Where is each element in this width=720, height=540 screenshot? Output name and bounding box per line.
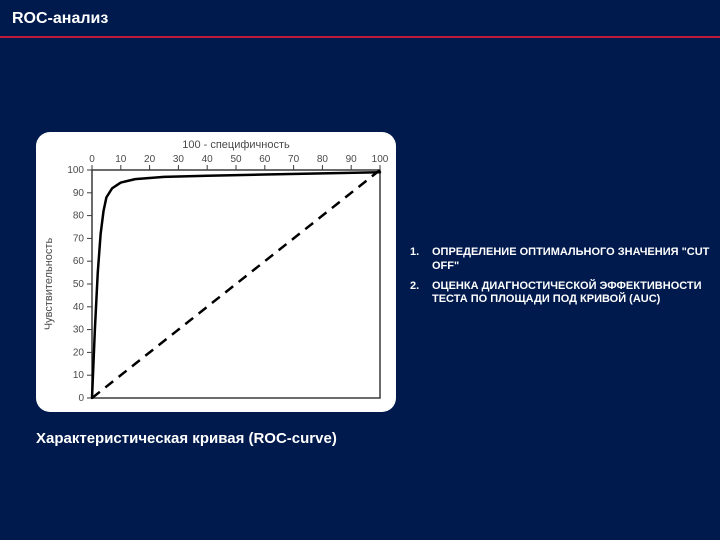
svg-text:40: 40 bbox=[202, 154, 214, 165]
bullet-text: ОЦЕНКА ДИАГНОСТИЧЕСКОЙ ЭФФЕКТИВНОСТИ ТЕС… bbox=[432, 280, 710, 308]
svg-text:100: 100 bbox=[67, 165, 84, 176]
chart-caption: Характеристическая кривая (ROC-curve) bbox=[36, 430, 337, 447]
svg-text:20: 20 bbox=[73, 347, 85, 358]
svg-text:80: 80 bbox=[317, 154, 329, 165]
title-underline bbox=[0, 36, 720, 38]
svg-text:50: 50 bbox=[230, 154, 242, 165]
svg-text:70: 70 bbox=[288, 154, 300, 165]
svg-text:10: 10 bbox=[73, 370, 85, 381]
svg-text:70: 70 bbox=[73, 233, 85, 244]
roc-chart: 0102030405060708090100100 - специфичност… bbox=[36, 132, 396, 412]
svg-text:10: 10 bbox=[115, 154, 127, 165]
svg-text:90: 90 bbox=[73, 188, 85, 199]
svg-text:30: 30 bbox=[73, 325, 85, 336]
bullet-item: 2.ОЦЕНКА ДИАГНОСТИЧЕСКОЙ ЭФФЕКТИВНОСТИ Т… bbox=[410, 280, 710, 308]
svg-text:30: 30 bbox=[173, 154, 185, 165]
svg-text:0: 0 bbox=[89, 154, 95, 165]
svg-text:20: 20 bbox=[144, 154, 156, 165]
svg-text:60: 60 bbox=[259, 154, 271, 165]
svg-text:40: 40 bbox=[73, 302, 85, 313]
bullet-text: ОПРЕДЕЛЕНИЕ ОПТИМАЛЬНОГО ЗНАЧЕНИЯ "CUT O… bbox=[432, 246, 710, 274]
svg-text:100: 100 bbox=[372, 154, 389, 165]
roc-chart-svg: 0102030405060708090100100 - специфичност… bbox=[36, 132, 396, 412]
bullet-number: 2. bbox=[410, 280, 432, 308]
svg-text:60: 60 bbox=[73, 256, 85, 267]
bullet-list: 1.ОПРЕДЕЛЕНИЕ ОПТИМАЛЬНОГО ЗНАЧЕНИЯ "CUT… bbox=[410, 246, 710, 313]
svg-text:0: 0 bbox=[78, 393, 84, 404]
svg-text:100 - специфичность: 100 - специфичность bbox=[182, 139, 290, 151]
slide: ROC-анализ 0102030405060708090100100 - с… bbox=[0, 0, 720, 540]
svg-text:50: 50 bbox=[73, 279, 85, 290]
bullet-item: 1.ОПРЕДЕЛЕНИЕ ОПТИМАЛЬНОГО ЗНАЧЕНИЯ "CUT… bbox=[410, 246, 710, 274]
svg-text:90: 90 bbox=[346, 154, 358, 165]
svg-text:Чувствительность: Чувствительность bbox=[43, 238, 55, 331]
bullet-number: 1. bbox=[410, 246, 432, 274]
page-title: ROC-анализ bbox=[12, 10, 108, 28]
svg-text:80: 80 bbox=[73, 211, 85, 222]
